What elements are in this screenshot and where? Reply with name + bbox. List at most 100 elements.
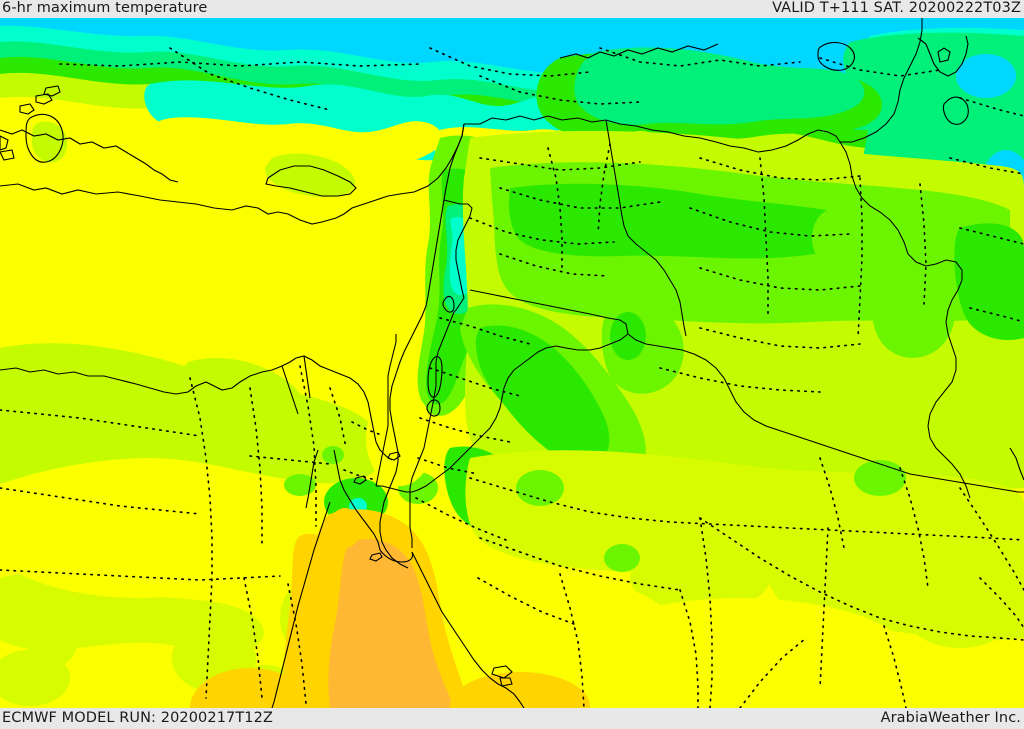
border-syria-israel — [453, 297, 465, 313]
dotted-border-saudi-14 — [883, 625, 907, 708]
border-israel-jordan — [409, 311, 455, 548]
dotted-border-iraq-5 — [759, 157, 769, 319]
dotted-border-syria-2 — [499, 187, 661, 209]
temp-patch-gold-suez-g — [329, 508, 361, 548]
coastline-sinai-tip — [379, 549, 414, 563]
temp-patch-green2-jordan — [475, 325, 610, 465]
temp-patch-yellow-saudi-c — [440, 578, 680, 698]
border-iraq-jordan — [521, 333, 629, 365]
temp-patch-green-iraq-4 — [812, 208, 860, 268]
national-borders-layer — [375, 18, 1024, 548]
dotted-border-turkey-4 — [599, 47, 801, 67]
temp-patch-blue-islet-1 — [956, 54, 1016, 98]
coastline-black-sea — [559, 43, 719, 59]
dotted-border-saudi-9 — [959, 487, 1024, 591]
weather-map-canvas[interactable] — [0, 18, 1024, 708]
coastline-sinai — [379, 373, 409, 569]
model-run-label: ECMWF MODEL RUN: 20200217T12Z — [2, 710, 273, 726]
coastlines-layer — [0, 35, 1024, 708]
dotted-border-saudi-5 — [679, 589, 699, 708]
dotted-border-saudi-6 — [699, 517, 1024, 641]
coastline-redsea-west — [271, 501, 331, 708]
dotted-border-iran-4 — [969, 307, 1024, 323]
dotted-border-turkey-3 — [429, 47, 591, 77]
dotted-border-egypt-1 — [189, 377, 213, 699]
dotted-border-jordan-3 — [419, 417, 511, 443]
credit-label: ArabiaWeather Inc. — [880, 710, 1021, 726]
temp-patch-green-redsea-hills — [284, 474, 316, 496]
coastline-redsea-island-4 — [491, 665, 513, 679]
dotted-border-egypt-5 — [0, 487, 201, 515]
temp-patch-yellowgreen-saudi-2 — [780, 518, 900, 578]
temp-patch-yellowgreen-saudi-4 — [554, 498, 666, 558]
page-title: 6-hr maximum temperature — [2, 0, 208, 16]
dotted-border-iraq-7 — [919, 183, 927, 305]
dotted-border-saudi-4 — [819, 527, 829, 689]
border-turkey-iraq-iran — [840, 18, 923, 143]
coastline-galilee — [442, 295, 455, 313]
dotted-border-egypt-4 — [0, 409, 201, 437]
dotted-border-turkey-6 — [819, 57, 941, 77]
dotted-border-sinai-2 — [343, 469, 377, 481]
temp-patch-green-suez — [322, 446, 344, 464]
temp-patch-green-nile-1 — [204, 388, 272, 440]
coastline-redsea-island-2 — [387, 451, 401, 461]
temp-patch-gold-redsea-e — [450, 672, 590, 708]
coastline-caspian — [917, 35, 969, 77]
border-jordan-saudi-1 — [411, 363, 523, 493]
coastline-aegean-island-5 — [0, 135, 9, 151]
coastline-redsea-west-b — [305, 449, 319, 509]
temp-patch-yellowgreen-saudi-1 — [630, 544, 770, 612]
temp-patch-green2-anatolia — [574, 47, 865, 125]
coastline-redsea-island-5 — [499, 677, 513, 687]
coastline-lake-van — [817, 41, 855, 71]
dotted-border-sinai-1 — [351, 421, 385, 437]
dotted-border-egypt-3 — [299, 365, 317, 527]
temp-patch-green-iraq-3 — [870, 264, 956, 358]
dotted-border-saudi-15 — [739, 637, 807, 708]
footer-bar: ECMWF MODEL RUN: 20200217T12Z ArabiaWeat… — [0, 708, 1024, 729]
temp-patch-green2-syria-core — [508, 183, 858, 259]
dotted-border-iraq-6 — [857, 177, 863, 339]
temp-patch-green-saudi-hail — [604, 544, 640, 572]
dotted-border-iraq-1 — [699, 157, 861, 181]
border-iraq-saudi — [627, 333, 1024, 493]
border-israel-egypt — [376, 485, 412, 493]
coastline-gulf-suez — [333, 449, 381, 551]
dotted-border-iraq-2 — [689, 207, 851, 237]
coastline-redsea-east — [411, 551, 525, 708]
temp-patch-blue-islet-5 — [776, 33, 836, 59]
dotted-border-saudi-8 — [899, 467, 929, 589]
dotted-border-turkey-5 — [479, 75, 641, 105]
border-egypt-israel-sinai — [375, 334, 397, 487]
subnational-borders-layer — [0, 47, 1024, 708]
dotted-border-egypt-10 — [287, 583, 307, 705]
border-turkey-syria — [464, 115, 841, 153]
dotted-border-jordan-1 — [439, 317, 531, 345]
coastline-dead-sea — [427, 355, 443, 398]
temp-patch-blue-islet-4 — [586, 24, 654, 52]
temp-patch-green-saudi-ne — [854, 460, 906, 496]
coastline-aegean-island-2 — [19, 103, 35, 115]
dotted-border-saudi-12 — [415, 497, 507, 541]
temp-patch-gold-gulfaqaba — [282, 533, 332, 708]
dotted-border-iran-3 — [959, 227, 1024, 245]
header-bar: 6-hr maximum temperature VALID T+111 SAT… — [0, 0, 1024, 18]
coastline-aegean-island-1 — [25, 113, 64, 163]
temp-patch-green-saudi-nw — [516, 470, 564, 506]
dotted-border-syria-6 — [597, 143, 611, 235]
dotted-border-iraq-4 — [699, 327, 861, 349]
dotted-border-saudi-7 — [819, 457, 845, 549]
dotted-border-syria-1 — [479, 157, 641, 171]
coastline-turkey-south — [0, 123, 465, 225]
coastline-cyprus — [265, 165, 357, 197]
coastline-redsea-island-3 — [369, 552, 383, 562]
temp-patch-green-iraq-5 — [916, 200, 948, 228]
dotted-border-iraq-8 — [659, 367, 821, 393]
coastline-turkey-aegean — [0, 129, 179, 183]
dotted-border-jordan-2 — [429, 367, 521, 397]
dotted-border-egypt-6 — [0, 569, 281, 581]
coastline-aegean-island-4 — [43, 85, 61, 97]
dotted-border-saudi-2 — [479, 537, 681, 591]
